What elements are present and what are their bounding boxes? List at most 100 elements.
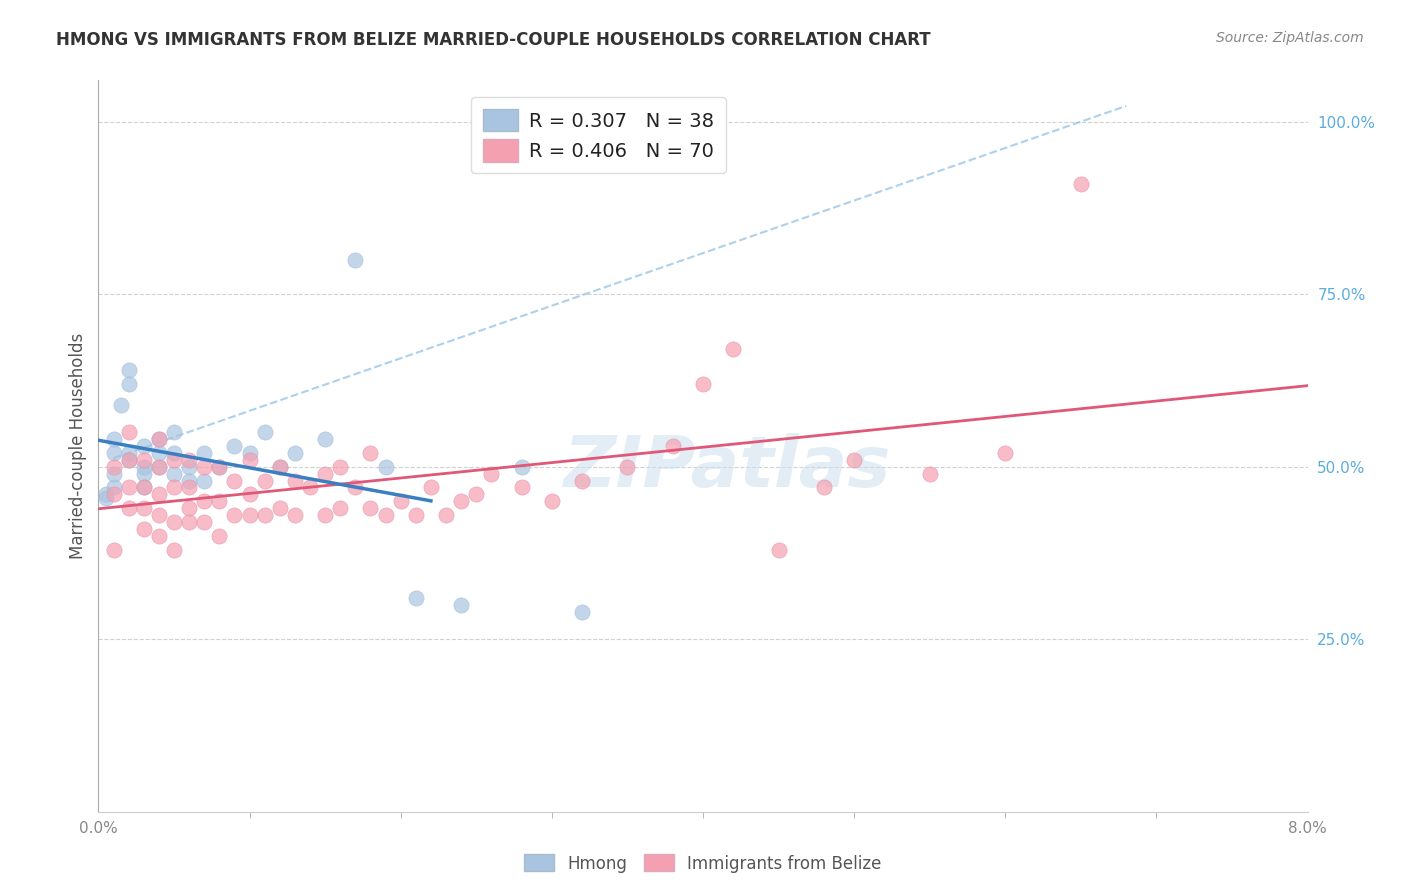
Point bbox=[94, 487, 117, 501]
Point bbox=[723, 343, 745, 357]
Point bbox=[103, 480, 125, 494]
Point bbox=[208, 459, 231, 474]
Point bbox=[110, 398, 132, 412]
Point bbox=[163, 467, 186, 481]
Legend: Hmong, Immigrants from Belize: Hmong, Immigrants from Belize bbox=[517, 847, 889, 880]
Point bbox=[661, 439, 683, 453]
Point bbox=[103, 459, 125, 474]
Point bbox=[314, 508, 336, 522]
Point bbox=[813, 480, 835, 494]
Point bbox=[208, 459, 231, 474]
Point bbox=[405, 508, 427, 522]
Point bbox=[224, 508, 246, 522]
Point bbox=[450, 494, 472, 508]
Point bbox=[269, 459, 291, 474]
Point bbox=[208, 529, 231, 543]
Point bbox=[284, 508, 307, 522]
Point bbox=[163, 515, 186, 529]
Point bbox=[118, 452, 141, 467]
Point bbox=[450, 598, 472, 612]
Point bbox=[208, 494, 231, 508]
Point bbox=[239, 508, 262, 522]
Point bbox=[148, 459, 170, 474]
Point bbox=[179, 515, 201, 529]
Point bbox=[253, 508, 276, 522]
Point bbox=[118, 480, 141, 494]
Point bbox=[844, 452, 866, 467]
Point bbox=[132, 501, 155, 516]
Point bbox=[148, 432, 170, 446]
Point bbox=[224, 439, 246, 453]
Point bbox=[118, 363, 141, 377]
Point bbox=[163, 480, 186, 494]
Point bbox=[179, 474, 201, 488]
Point bbox=[148, 432, 170, 446]
Point bbox=[94, 491, 117, 505]
Point bbox=[918, 467, 941, 481]
Point bbox=[163, 425, 186, 440]
Point bbox=[179, 452, 201, 467]
Point bbox=[179, 480, 201, 494]
Point bbox=[329, 501, 352, 516]
Point bbox=[224, 474, 246, 488]
Point bbox=[118, 452, 141, 467]
Point bbox=[571, 474, 593, 488]
Point bbox=[269, 501, 291, 516]
Point bbox=[329, 459, 352, 474]
Point bbox=[148, 459, 170, 474]
Point bbox=[193, 515, 215, 529]
Point bbox=[118, 501, 141, 516]
Point bbox=[132, 452, 155, 467]
Y-axis label: Married-couple Households: Married-couple Households bbox=[69, 333, 87, 559]
Point bbox=[253, 425, 276, 440]
Point bbox=[360, 501, 382, 516]
Point bbox=[692, 376, 714, 391]
Point bbox=[374, 508, 396, 522]
Text: ZIPatlas: ZIPatlas bbox=[564, 434, 891, 502]
Point bbox=[163, 452, 186, 467]
Point bbox=[179, 501, 201, 516]
Point bbox=[405, 591, 427, 605]
Point bbox=[148, 446, 170, 460]
Point bbox=[1070, 177, 1092, 191]
Point bbox=[193, 446, 215, 460]
Point bbox=[132, 480, 155, 494]
Point bbox=[420, 480, 443, 494]
Point bbox=[314, 467, 336, 481]
Point bbox=[103, 446, 125, 460]
Point bbox=[239, 487, 262, 501]
Point bbox=[179, 459, 201, 474]
Point bbox=[103, 467, 125, 481]
Point bbox=[360, 446, 382, 460]
Point bbox=[314, 432, 336, 446]
Point bbox=[768, 542, 790, 557]
Point bbox=[239, 452, 262, 467]
Point bbox=[465, 487, 488, 501]
Point bbox=[344, 252, 367, 267]
Point bbox=[118, 376, 141, 391]
Point bbox=[118, 425, 141, 440]
Point bbox=[132, 480, 155, 494]
Point bbox=[193, 494, 215, 508]
Point bbox=[193, 474, 215, 488]
Point bbox=[284, 474, 307, 488]
Point bbox=[510, 459, 533, 474]
Point bbox=[148, 529, 170, 543]
Text: HMONG VS IMMIGRANTS FROM BELIZE MARRIED-COUPLE HOUSEHOLDS CORRELATION CHART: HMONG VS IMMIGRANTS FROM BELIZE MARRIED-… bbox=[56, 31, 931, 49]
Point bbox=[163, 446, 186, 460]
Legend: R = 0.307   N = 38, R = 0.406   N = 70: R = 0.307 N = 38, R = 0.406 N = 70 bbox=[471, 97, 725, 173]
Point bbox=[132, 459, 155, 474]
Point bbox=[163, 542, 186, 557]
Point bbox=[132, 522, 155, 536]
Point bbox=[148, 487, 170, 501]
Text: Source: ZipAtlas.com: Source: ZipAtlas.com bbox=[1216, 31, 1364, 45]
Point bbox=[103, 487, 125, 501]
Point bbox=[284, 446, 307, 460]
Point bbox=[253, 474, 276, 488]
Point bbox=[239, 446, 262, 460]
Point bbox=[994, 446, 1017, 460]
Point bbox=[540, 494, 562, 508]
Point bbox=[132, 439, 155, 453]
Point bbox=[103, 432, 125, 446]
Point bbox=[118, 446, 141, 460]
